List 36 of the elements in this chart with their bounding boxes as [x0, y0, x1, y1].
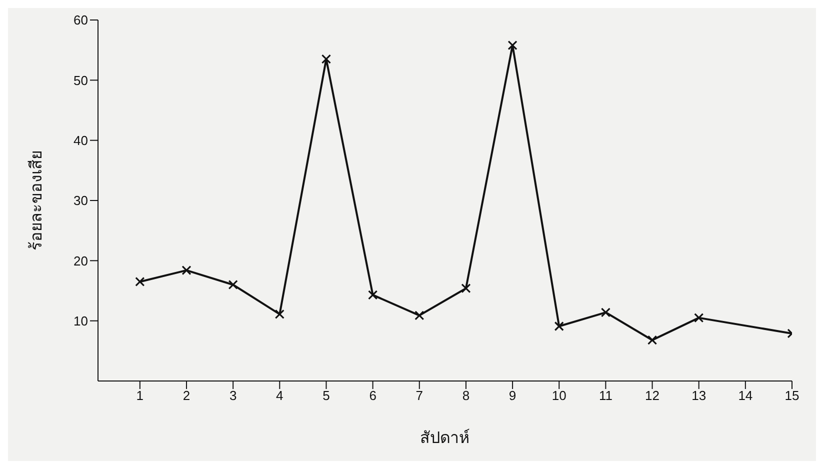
- x-tick-label: 1: [136, 388, 144, 404]
- x-tick-label: 7: [416, 388, 423, 404]
- point: [694, 313, 704, 323]
- x-tick-label: 6: [369, 388, 376, 404]
- point: [600, 308, 610, 318]
- point: [554, 321, 564, 332]
- y-tick-label: 20: [74, 253, 88, 268]
- y-tick-label: 30: [74, 193, 88, 208]
- x-tick-label: 11: [598, 388, 612, 404]
- x-tick-label: 3: [229, 388, 237, 404]
- point: [647, 335, 658, 345]
- x-tick-label: 5: [322, 388, 330, 404]
- y-tick-label: 40: [74, 132, 88, 148]
- point: [135, 276, 145, 287]
- point: [414, 310, 424, 320]
- x-tick-label: 12: [645, 388, 660, 404]
- point: [368, 290, 378, 300]
- y-tick-label: 60: [74, 12, 88, 28]
- x-axis-title: สัปดาห์: [420, 428, 470, 447]
- x-tick-label: 2: [182, 388, 190, 404]
- x-tick-label: 4: [276, 388, 284, 404]
- point: [321, 54, 332, 64]
- point: [508, 40, 518, 50]
- point: [274, 309, 284, 320]
- point: [182, 265, 192, 276]
- x-tick-label: 8: [462, 388, 470, 404]
- x-tick-label: 15: [784, 388, 800, 404]
- y-tick-label: 50: [74, 72, 88, 88]
- x-tick-label: 10: [552, 388, 566, 404]
- point: [461, 284, 471, 294]
- x-tick-label: 9: [508, 388, 516, 404]
- point: [228, 280, 238, 290]
- y-tick-label: 10: [74, 313, 88, 328]
- x-tick-label: 13: [692, 388, 706, 404]
- x-tick-label: 14: [738, 388, 753, 404]
- y-axis-title: ร้อยละของเสีย: [28, 150, 46, 250]
